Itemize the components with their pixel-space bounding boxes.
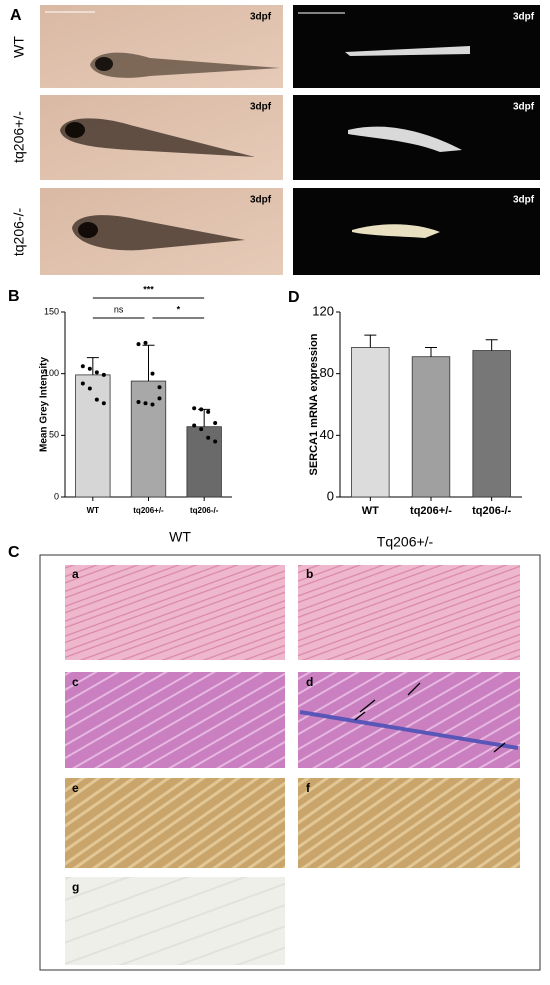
- error-bar: [425, 346, 437, 357]
- significance-label: ns: [114, 304, 124, 314]
- bar: [411, 356, 451, 498]
- y-tick-label: 50: [49, 430, 59, 440]
- y-tick-label: 80: [320, 365, 334, 380]
- data-point: [199, 427, 204, 432]
- data-point: [213, 421, 218, 425]
- y-tick-label: 40: [320, 427, 334, 442]
- stage-label: 3dpf: [513, 195, 535, 206]
- bar: [351, 347, 390, 498]
- data-point: [94, 397, 99, 402]
- data-point: [192, 423, 197, 428]
- data-point: [206, 435, 211, 440]
- y-tick-label: 120: [312, 303, 334, 318]
- significance-label: *: [177, 304, 181, 314]
- y-tick-label: 0: [54, 491, 59, 501]
- stage-label: 3dpf: [250, 102, 272, 113]
- row-label: tq206-/-: [11, 208, 27, 257]
- data-point: [143, 340, 148, 345]
- panel-label: D: [288, 289, 300, 306]
- data-point: [157, 385, 162, 390]
- panel-label: A: [10, 7, 22, 24]
- data-point: [213, 439, 218, 444]
- y-axis-label: Mean Grey Intensity: [39, 357, 50, 452]
- panel-a-images: [40, 5, 540, 275]
- sub-label: a: [72, 567, 79, 581]
- significance-label: ***: [143, 284, 154, 294]
- error-bar: [485, 339, 498, 351]
- data-point: [136, 342, 141, 347]
- data-point: [80, 364, 85, 369]
- error-bar: [86, 357, 99, 375]
- x-tick-label: tq206-/-: [190, 506, 219, 515]
- bar: [75, 374, 111, 498]
- data-point: [87, 366, 92, 371]
- y-tick-label: 100: [44, 368, 59, 378]
- panel-label: C: [8, 544, 20, 561]
- sub-label: c: [72, 675, 79, 689]
- data-point: [87, 386, 92, 391]
- x-tick-label: WT: [362, 505, 379, 517]
- column-heading: WT: [169, 529, 191, 545]
- data-point: [94, 370, 99, 375]
- data-point: [80, 381, 85, 386]
- y-tick-label: 0: [327, 488, 334, 503]
- x-tick-label: tq206-/-: [472, 505, 511, 517]
- data-point: [150, 371, 155, 376]
- column-heading: Tq206+/-: [377, 534, 434, 550]
- data-point: [143, 401, 148, 406]
- row-label: tq206+/-: [11, 111, 27, 163]
- data-point: [101, 401, 106, 406]
- y-axis-label: SERCA1 mRNA expression: [308, 333, 320, 475]
- error-bar: [142, 344, 155, 382]
- data-point: [199, 407, 204, 412]
- stage-label: 3dpf: [513, 12, 535, 23]
- data-point: [192, 406, 197, 411]
- error-bar: [364, 334, 377, 348]
- data-point: [157, 396, 162, 401]
- x-tick-label: tq206+/-: [410, 505, 452, 517]
- bar: [472, 350, 511, 498]
- y-tick-label: 150: [44, 306, 59, 316]
- x-tick-label: tq206+/-: [133, 506, 164, 515]
- panel-label: B: [8, 288, 20, 305]
- x-tick-label: WT: [87, 506, 100, 515]
- labels: A B C D: [8, 7, 300, 561]
- stage-label: 3dpf: [250, 12, 272, 23]
- bar: [130, 380, 167, 498]
- data-point: [150, 402, 155, 407]
- data-point: [136, 400, 141, 405]
- row-label: WT: [11, 36, 27, 58]
- sub-label: b: [306, 567, 313, 581]
- sub-label: f: [306, 781, 311, 795]
- data-point: [206, 409, 211, 414]
- sub-label: g: [72, 880, 79, 894]
- sub-label: e: [72, 781, 79, 795]
- sub-label: d: [306, 675, 313, 689]
- panel-c-images: [39, 554, 541, 971]
- stage-label: 3dpf: [513, 102, 535, 113]
- data-point: [101, 372, 106, 377]
- bar: [186, 426, 222, 498]
- stage-label: 3dpf: [250, 195, 272, 206]
